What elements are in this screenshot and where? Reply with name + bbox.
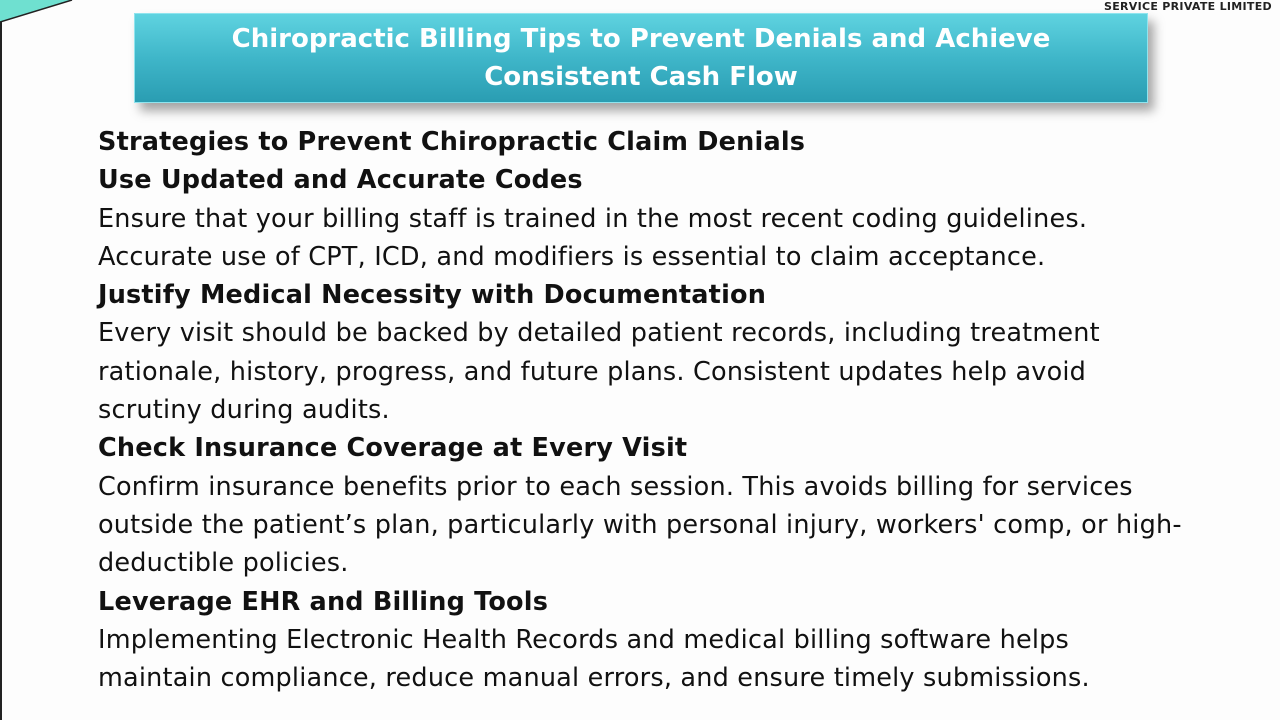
section-heading: Use Updated and Accurate Codes bbox=[98, 165, 583, 196]
section-body-line: Accurate use of CPT, ICD, and modifiers … bbox=[98, 241, 1046, 272]
section-body-line: maintain compliance, reduce manual error… bbox=[98, 663, 1090, 694]
section-body-line: Ensure that your billing staff is traine… bbox=[98, 203, 1088, 234]
section-body-line: scrutiny during audits. bbox=[98, 395, 390, 426]
slide-title: Chiropractic Billing Tips to Prevent Den… bbox=[231, 24, 1051, 92]
section: Justify Medical Necessity with Documenta… bbox=[98, 276, 1218, 429]
section: Use Updated and Accurate Codes Ensure tha… bbox=[98, 161, 1218, 276]
company-logo-text: SERVICE PRIVATE LIMITED bbox=[1103, 0, 1272, 13]
section-body-line: rationale, history, progress, and future… bbox=[98, 356, 1087, 387]
section-body-line: Every visit should be backed by detailed… bbox=[98, 318, 1100, 349]
title-banner: Chiropractic Billing Tips to Prevent Den… bbox=[134, 13, 1148, 103]
section-heading: Leverage EHR and Billing Tools bbox=[98, 586, 549, 617]
slide-content: Strategies to Prevent Chiropractic Claim… bbox=[98, 123, 1218, 697]
section: Leverage EHR and Billing Tools Implementi… bbox=[98, 583, 1218, 698]
section-body-line: Implementing Electronic Health Records a… bbox=[98, 624, 1069, 655]
corner-decoration bbox=[0, 0, 73, 23]
slide-edge bbox=[0, 0, 2, 720]
section-body-line: deductible policies. bbox=[98, 548, 349, 579]
section-heading: Check Insurance Coverage at Every Visit bbox=[98, 433, 688, 464]
main-heading: Strategies to Prevent Chiropractic Claim… bbox=[98, 127, 806, 157]
section-body-line: Confirm insurance benefits prior to each… bbox=[98, 471, 1133, 502]
section-body-line: outside the patient’s plan, particularly… bbox=[98, 509, 1182, 540]
section: Check Insurance Coverage at Every Visit C… bbox=[98, 429, 1218, 582]
section-heading: Justify Medical Necessity with Documenta… bbox=[98, 280, 767, 311]
